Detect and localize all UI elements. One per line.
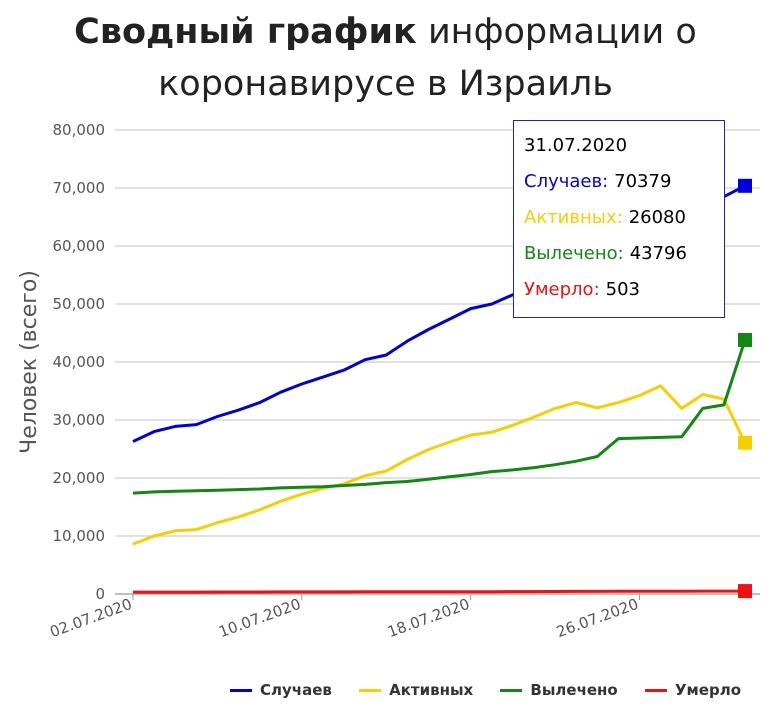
legend-label: Случаев: [260, 681, 332, 699]
tooltip-row-deaths: Умерло: 503: [524, 277, 724, 313]
hover-tooltip: 31.07.2020 Случаев: 70379 Активных: 26080 …: [513, 120, 725, 318]
tooltip-row-recovered: Вылечено: 43796: [524, 241, 724, 277]
legend-swatch: [230, 689, 252, 692]
series-end-marker: [738, 435, 752, 450]
series-line: [133, 589, 745, 594]
tooltip-value: 43796: [629, 243, 687, 264]
y-tick-label: 40,000: [53, 353, 106, 371]
series-end-marker: [738, 584, 752, 599]
legend-item-recovered[interactable]: Вылечено: [500, 681, 618, 699]
y-tick-label: 60,000: [53, 237, 106, 255]
legend-label: Умерло: [674, 681, 741, 699]
series-line: [132, 384, 747, 546]
chart-title-bold: Сводный график: [74, 12, 417, 52]
tooltip-value: 70379: [614, 171, 672, 192]
x-tick-label: 02.07.2020: [48, 595, 135, 641]
tooltip-value: 26080: [628, 207, 686, 228]
x-tick-label: 18.07.2020: [385, 595, 472, 641]
tooltip-label: Случаев:: [524, 171, 609, 192]
series-end-marker: [738, 178, 752, 193]
y-tick-label: 0: [95, 585, 105, 603]
y-tick-label: 30,000: [53, 411, 106, 429]
legend-swatch: [500, 689, 523, 692]
series-end-marker: [738, 332, 752, 347]
legend-swatch: [644, 689, 667, 692]
tooltip-date: 31.07.2020: [524, 135, 628, 156]
tooltip-label: Вылечено:: [524, 243, 624, 264]
tooltip-value: 503: [605, 279, 640, 300]
tooltip-row-cases: Случаев: 70379: [524, 169, 724, 205]
legend-label: Вылечено: [530, 681, 618, 699]
chart-title: Сводный график информации о коронавирусе…: [0, 6, 771, 110]
series-line: [132, 339, 747, 495]
tooltip-label: Активных:: [524, 207, 623, 228]
y-tick-label: 70,000: [53, 179, 106, 197]
chart-legend: Случаев Активных Вылечено Умерло: [230, 681, 763, 699]
x-tick-label: 10.07.2020: [216, 595, 303, 641]
y-tick-label: 50,000: [53, 295, 106, 313]
y-axis-label: Человек (всего): [17, 270, 42, 454]
y-tick-label: 20,000: [53, 469, 106, 487]
tooltip-label: Умерло:: [524, 279, 600, 300]
legend-item-active[interactable]: Активных: [359, 681, 473, 699]
y-tick-label: 80,000: [53, 121, 106, 139]
tooltip-row-active: Активных: 26080: [524, 205, 724, 241]
y-tick-label: 10,000: [53, 527, 106, 545]
chart-title-rest: информации о коронавирусе в Израиль: [158, 12, 697, 104]
legend-label: Активных: [389, 681, 474, 699]
legend-item-deaths[interactable]: Умерло: [644, 681, 741, 699]
x-tick-label: 26.07.2020: [554, 595, 641, 641]
legend-swatch: [359, 689, 382, 692]
legend-item-cases[interactable]: Случаев: [230, 681, 332, 699]
